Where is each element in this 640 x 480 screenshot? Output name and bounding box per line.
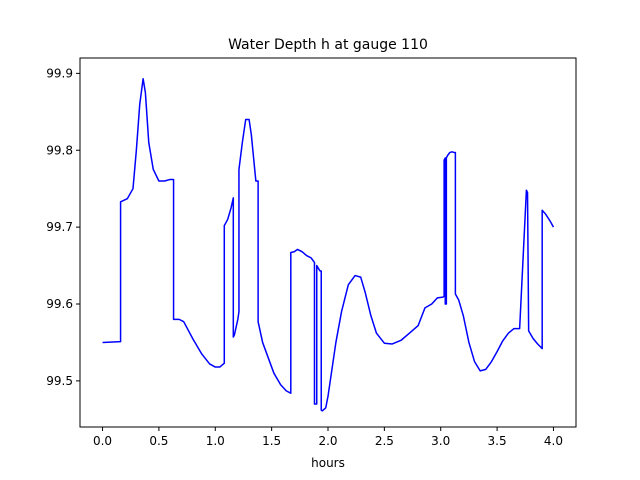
y-tick-label: 99.5 (46, 374, 73, 388)
x-tick-label: 1.5 (262, 434, 281, 448)
y-tick-label: 99.9 (46, 66, 73, 80)
chart-title: Water Depth h at gauge 110 (228, 37, 428, 53)
axis-ticks: 0.0 0.5 1.0 1.5 2.0 2.5 3.0 3.5 4.0 99.5 99.6 99.7 9… (46, 66, 563, 448)
x-axis-label: hours (311, 456, 345, 470)
y-tick-label: 99.8 (46, 143, 73, 157)
x-tick-label: 0.0 (93, 434, 112, 448)
x-tick-label: 4.0 (544, 434, 563, 448)
x-tick-label: 2.5 (375, 434, 394, 448)
x-tick-label: 3.5 (488, 434, 507, 448)
x-tick-label: 2.0 (318, 434, 337, 448)
x-tick-label: 3.0 (431, 434, 450, 448)
y-tick-label: 99.6 (46, 297, 73, 311)
y-tick-label: 99.7 (46, 220, 73, 234)
x-tick-label: 0.5 (149, 434, 168, 448)
series-line-0 (102, 78, 555, 412)
x-tick-label: 1.0 (206, 434, 225, 448)
